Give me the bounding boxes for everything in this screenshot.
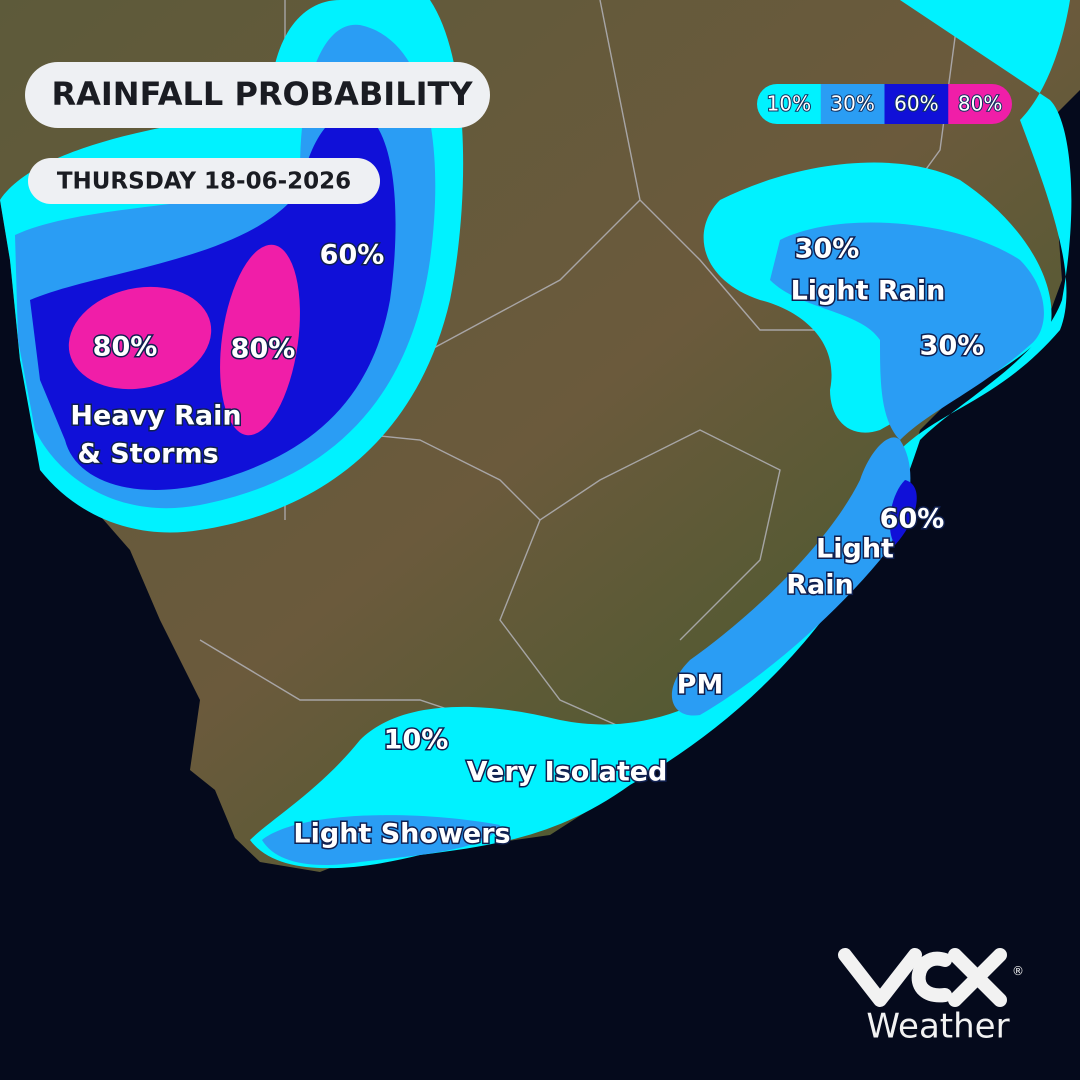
map-label: PM [677,670,724,701]
legend-label: 10% [767,92,811,116]
title-pill [25,62,490,128]
zone-60 [30,110,396,490]
logo-x [948,948,1007,1007]
map-label: 60% [320,240,385,271]
zone-30 [671,437,911,716]
logo [838,948,1007,1007]
map-label: 30% [795,234,860,265]
zone-30 [770,222,1044,440]
map-label: Rain [786,570,854,601]
logo-mark: ® [1012,964,1024,978]
zone-80 [220,244,300,436]
legend-swatch [757,84,822,124]
date: THURSDAY 18-06-2026 [57,169,351,195]
logo-v [838,948,922,1007]
legend-label: 30% [830,92,874,116]
map-label: Light Rain [791,276,946,307]
map-label: Light Showers [293,819,510,850]
map-label: 60% [880,504,945,535]
legend-swatch [948,84,1012,124]
map-label: Very Isolated [467,757,668,788]
title: RAINFALL PROBABILITY [51,75,473,113]
map-labels: 60% 80% 80% Heavy Rain & Storms 30% Light Rain… [69,232,986,851]
map-label: & Storms [77,439,218,470]
legend-swatch [884,84,949,124]
logo-o [911,951,952,1003]
zone-80 [68,286,212,390]
zone-30 [262,815,500,866]
map-label: Light [816,534,894,565]
legend-label: 80% [958,92,1002,116]
map-label: 30% [920,331,985,362]
map-label: 10% [384,725,449,756]
map-label: 80% [93,332,158,363]
date-pill [28,158,380,204]
legend-label: 60% [894,92,938,116]
legend: 10% 30% 60% 80% [757,84,1012,124]
zone-10 [250,0,1072,869]
map-label: 80% [231,334,296,365]
zone-60 [889,480,917,545]
legend-swatch [820,84,885,124]
map-label: Heavy Rain [70,401,241,432]
logo-text: Weather [866,1007,1009,1047]
